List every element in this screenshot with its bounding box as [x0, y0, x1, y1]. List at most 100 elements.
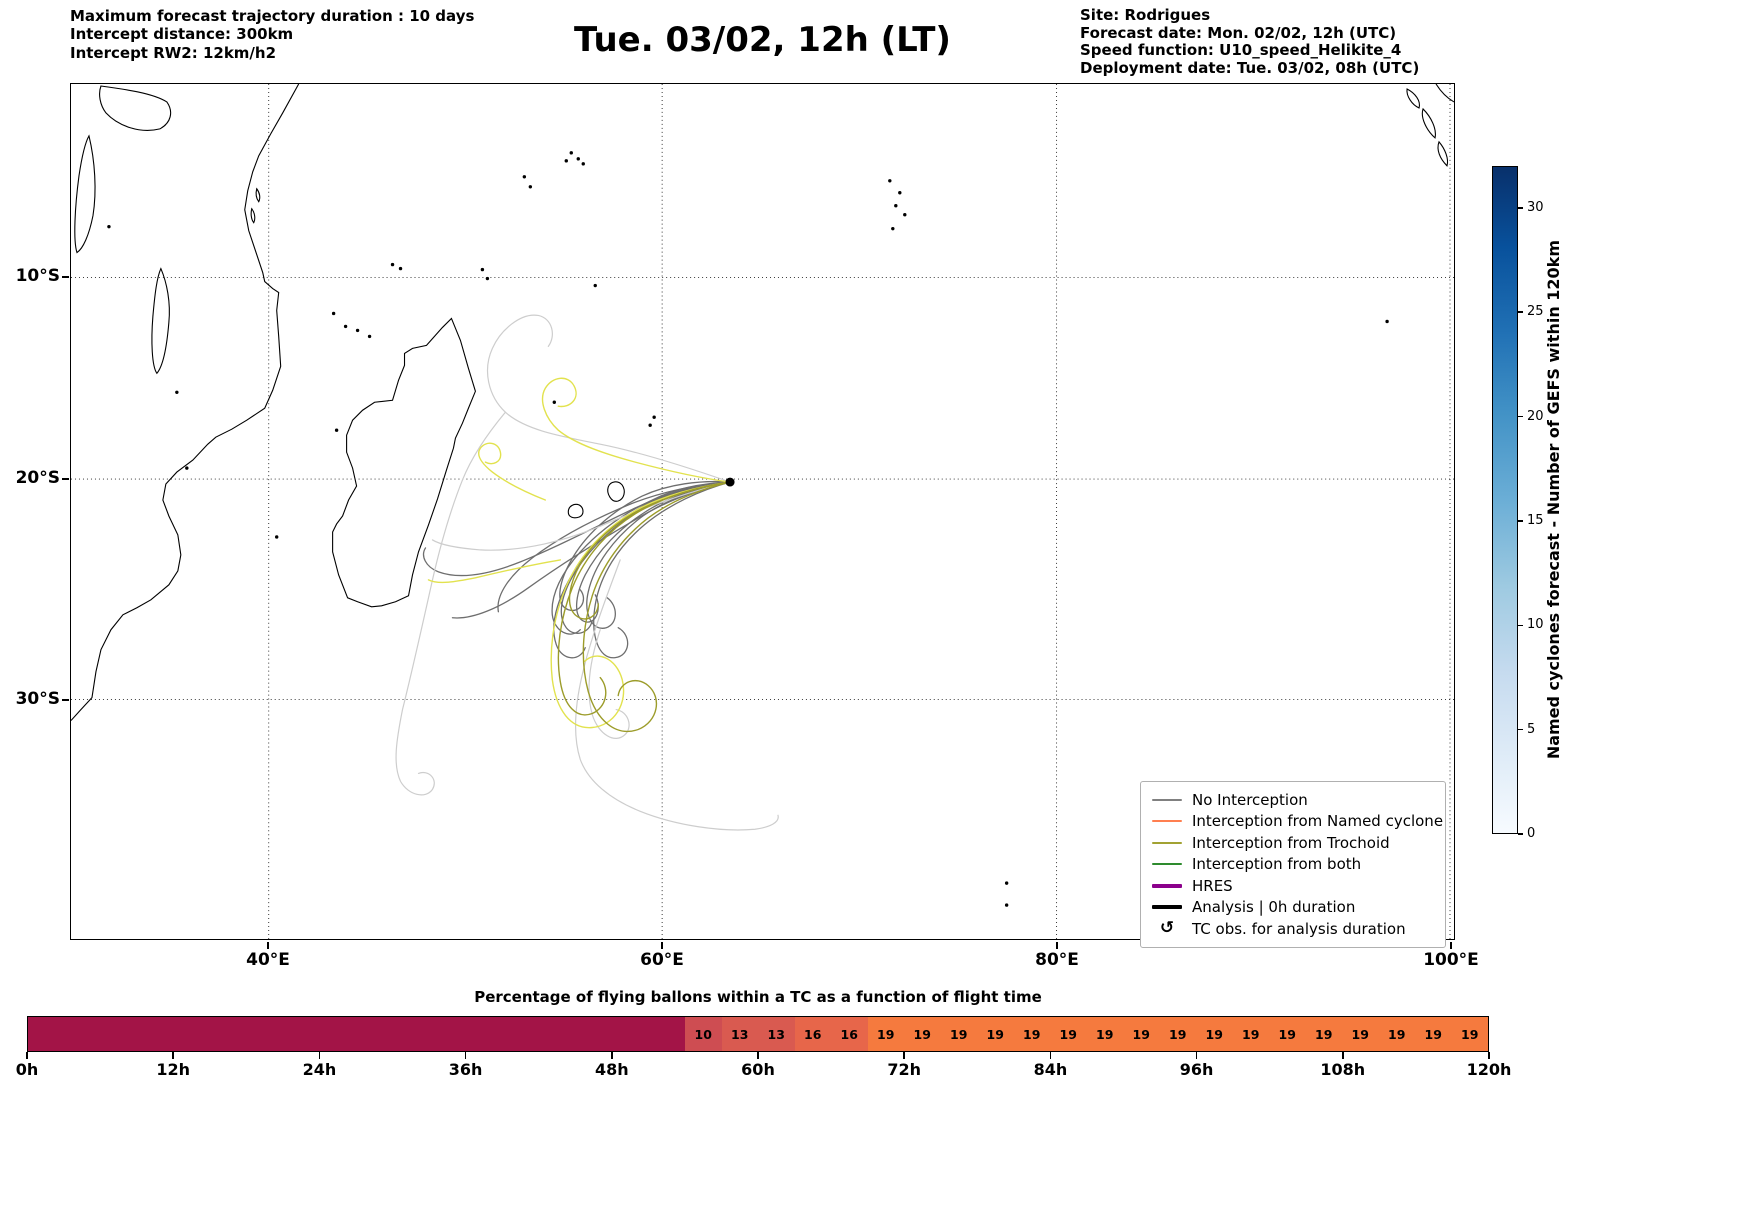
strip-tick-mark [611, 1052, 613, 1059]
legend-label: TC obs. for analysis duration [1192, 919, 1406, 938]
tc-percentage-cell: 19 [1013, 1017, 1050, 1051]
trajectory-trochoid-yellow [427, 559, 561, 584]
tc-percentage-cell: 19 [1232, 1017, 1269, 1051]
x-tick-mark [661, 941, 663, 949]
colorbar-tick-mark [1518, 520, 1523, 522]
island-dot [891, 226, 895, 231]
island-dot [648, 423, 652, 427]
island-dot [593, 283, 597, 288]
legend-line [1152, 841, 1182, 844]
coastline [250, 207, 256, 224]
island-dot [334, 428, 339, 432]
legend-line [1152, 883, 1182, 888]
legend-item: ↺ TC obs. for analysis duration [1151, 918, 1435, 940]
legend-line [1152, 820, 1182, 823]
y-tick-mark [62, 699, 69, 701]
legend-line [1152, 798, 1182, 801]
tc-percentage-value: 13 [767, 1026, 785, 1042]
tc-percentage-cell: 19 [1415, 1017, 1452, 1051]
strip-tick-label: 24h [302, 1060, 337, 1079]
legend-item: Interception from Named cyclone [1151, 811, 1443, 833]
island-dot [652, 415, 656, 419]
strip-tick-mark [757, 1052, 759, 1059]
coastline [71, 84, 300, 721]
trajectory-no-interception [497, 481, 731, 613]
tc-percentage-cell: 19 [1050, 1017, 1087, 1051]
island-dot [485, 276, 490, 281]
strip-tick-mark [1488, 1052, 1490, 1059]
colorbar-tick-label: 5 [1527, 721, 1536, 737]
run-info-block: Site: Rodrigues Forecast date: Mon. 02/0… [1080, 6, 1420, 78]
island-dot [343, 324, 348, 329]
x-tick-mark [267, 941, 269, 949]
legend-line-sample [1151, 841, 1183, 844]
tc-percentage-cell: 13 [758, 1017, 795, 1051]
strip-tick-label: 96h [1179, 1060, 1214, 1079]
island-dot [107, 224, 111, 229]
legend-line-sample [1151, 820, 1183, 823]
tc-percentage-cell: 19 [1123, 1017, 1160, 1051]
colorbar-tick-mark [1518, 207, 1523, 209]
deployment-date-text: Deployment date: Tue. 03/02, 08h (UTC) [1080, 59, 1420, 78]
island-dot [331, 311, 336, 316]
y-tick-label: 10°S [15, 266, 60, 286]
legend-item: Interception from both [1151, 854, 1435, 876]
coastline [607, 481, 625, 502]
legend-label: Interception from Named cyclone [1192, 812, 1444, 831]
trajectory-trochoid-yellow [541, 377, 731, 483]
tc-percentage-value: 19 [1096, 1026, 1114, 1042]
site-text: Site: Rodrigues [1080, 6, 1211, 24]
colorbar-gradient [1492, 166, 1518, 834]
tc-percentage-value: 16 [804, 1026, 822, 1042]
tc-percentage-value: 19 [1205, 1026, 1223, 1042]
map-canvas [71, 84, 1454, 939]
tc-percentage-value: 13 [731, 1026, 749, 1042]
tc-percentage-cell: 19 [904, 1017, 941, 1051]
island-dot [528, 185, 533, 189]
tc-percentage-cell: 16 [794, 1017, 831, 1051]
tc-percentage-value: 19 [1242, 1026, 1260, 1042]
trajectory-no-interception-faded [431, 481, 731, 551]
strip-tick-label: 108h [1320, 1060, 1366, 1079]
trajectory-no-interception-faded [588, 629, 630, 739]
island-dot [367, 334, 372, 339]
y-tick-mark [62, 478, 69, 480]
colorbar-tick-mark [1518, 311, 1523, 313]
island-dot [552, 400, 556, 404]
colorbar-tick-mark [1518, 624, 1523, 626]
trajectory-no-interception-faded [486, 314, 731, 483]
tc-percentage-strip: 10 13 13 16 16 19 19 19 19 19 19 19 19 19 19 19 19 19 19 19… [27, 1016, 1489, 1052]
tc-percentage-value: 19 [913, 1026, 931, 1042]
strip-tick-label: 0h [15, 1060, 39, 1079]
x-tick-mark [1056, 941, 1058, 949]
island-dot [1004, 881, 1009, 885]
trajectory-no-interception [593, 481, 731, 659]
tc-percentage-cell: 19 [1451, 1017, 1488, 1051]
tc-percentage-cell: 19 [977, 1017, 1014, 1051]
tc-percentage-cell: 19 [1269, 1017, 1306, 1051]
tc-percentage-value: 19 [1278, 1026, 1296, 1042]
colorbar-tick-label: 15 [1527, 512, 1544, 528]
tc-percentage-value: 19 [1059, 1026, 1077, 1042]
trajectory-no-interception-faded [395, 411, 506, 796]
colorbar-tick-mark [1518, 833, 1523, 835]
island-dot [1004, 903, 1009, 907]
max-duration-text: Maximum forecast trajectory duration : 1… [70, 7, 475, 25]
trajectory-trochoid-yellow [478, 442, 547, 501]
coastline [1421, 107, 1436, 139]
strip-tick-mark [318, 1052, 321, 1059]
legend-item: No Interception [1151, 789, 1435, 811]
legend-label: No Interception [1192, 790, 1308, 809]
tc-percentage-cell: 16 [831, 1017, 868, 1051]
tc-percentage-value: 19 [1169, 1026, 1187, 1042]
tc-percentage-cell: 19 [1342, 1017, 1379, 1051]
strip-tick-label: 60h [741, 1060, 775, 1079]
trajectory-no-interception [422, 481, 731, 577]
island-dot [175, 390, 179, 394]
tc-percentage-value: 16 [840, 1026, 858, 1042]
coastline [332, 317, 476, 608]
x-tick-label: 60°E [640, 950, 684, 970]
tc-percentage-value: 19 [1351, 1026, 1369, 1042]
legend-item: HRES [1151, 875, 1435, 897]
